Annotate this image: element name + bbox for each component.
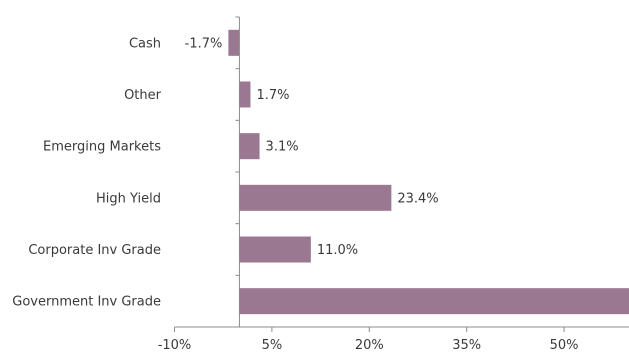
bar-emerging-markets xyxy=(239,133,260,160)
x-tick-label: 50% xyxy=(550,338,579,352)
x-tick-label: 35% xyxy=(452,338,481,352)
labels-group: Cash -1.7% Other 1.7% Emerging Markets 3.1% Hi… xyxy=(12,36,578,352)
bar-other xyxy=(239,81,251,108)
category-label: Corporate Inv Grade xyxy=(28,243,161,258)
bars-group xyxy=(228,29,629,315)
category-label: High Yield xyxy=(96,191,161,206)
data-label: -1.7% xyxy=(185,36,223,51)
bar-corporate-inv-grade xyxy=(239,236,311,263)
x-tick-label: 5% xyxy=(262,338,283,352)
data-label: 3.1% xyxy=(266,140,299,155)
category-label: Cash xyxy=(129,36,161,51)
data-label: 1.7% xyxy=(256,88,289,103)
category-label: Emerging Markets xyxy=(43,140,161,155)
bar-government-inv-grade xyxy=(239,288,629,315)
data-label: 11.0% xyxy=(317,243,358,258)
data-label: 23.4% xyxy=(397,191,438,206)
bar-high-yield xyxy=(239,184,392,211)
category-label: Government Inv Grade xyxy=(12,295,161,310)
axes-group xyxy=(174,16,629,332)
category-label: Other xyxy=(124,88,162,103)
bar-cash xyxy=(228,29,240,56)
x-tick-label: 20% xyxy=(355,338,384,352)
x-tick-label: -10% xyxy=(158,338,192,352)
